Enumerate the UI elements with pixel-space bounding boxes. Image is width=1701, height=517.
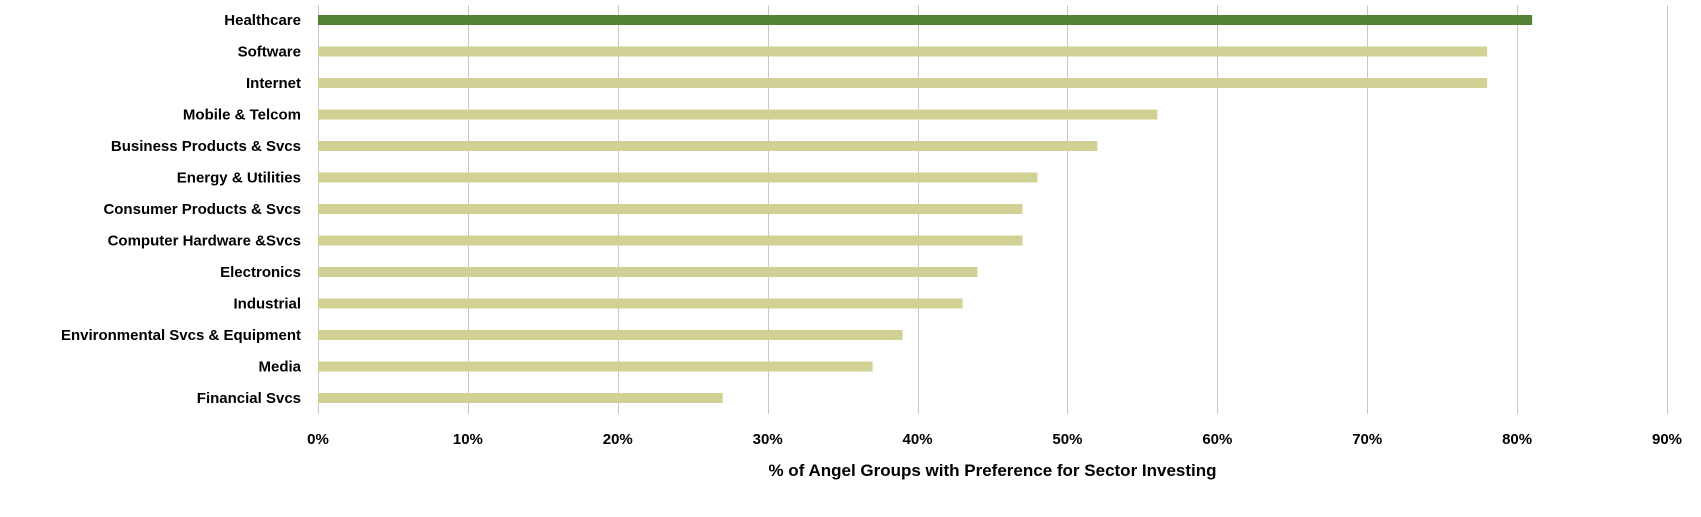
category-label: Healthcare bbox=[224, 12, 301, 29]
bar bbox=[318, 46, 1488, 57]
x-axis-title: % of Angel Groups with Preference for Se… bbox=[768, 461, 1216, 480]
bars bbox=[318, 15, 1533, 403]
bar bbox=[318, 204, 1023, 214]
x-tick-label: 10% bbox=[453, 431, 483, 448]
x-tick-label: 90% bbox=[1652, 431, 1682, 448]
x-tick-label: 70% bbox=[1352, 431, 1382, 448]
bar bbox=[318, 361, 873, 372]
category-label: Internet bbox=[246, 75, 301, 92]
x-tick-label: 40% bbox=[903, 431, 933, 448]
x-tick-label: 0% bbox=[307, 431, 329, 448]
category-label: Software bbox=[238, 44, 301, 61]
category-labels: Healthcare Software Internet Mobile & Telco… bbox=[61, 12, 302, 407]
category-label: Computer Hardware &Svcs bbox=[108, 233, 301, 250]
bar bbox=[318, 172, 1038, 183]
bar bbox=[318, 393, 723, 403]
bar bbox=[318, 141, 1098, 151]
category-label: Business Products & Svcs bbox=[111, 138, 301, 155]
category-label: Consumer Products & Svcs bbox=[103, 201, 301, 218]
category-label: Electronics bbox=[220, 264, 301, 281]
x-tick-label: 50% bbox=[1052, 431, 1082, 448]
category-label: Mobile & Telcom bbox=[183, 107, 301, 124]
category-label: Energy & Utilities bbox=[177, 170, 301, 187]
bar bbox=[318, 330, 903, 340]
bar bbox=[318, 78, 1488, 88]
x-tick-label: 20% bbox=[603, 431, 633, 448]
bar bbox=[318, 298, 963, 309]
category-label: Financial Svcs bbox=[197, 390, 301, 407]
bar bbox=[318, 267, 978, 277]
x-tick-label: 30% bbox=[753, 431, 783, 448]
x-tick-label: 60% bbox=[1202, 431, 1232, 448]
x-tick-label: 80% bbox=[1502, 431, 1532, 448]
category-label: Environmental Svcs & Equipment bbox=[61, 327, 301, 344]
x-tick-labels: 0% 10% 20% 30% 40% 50% 60% 70% 80% 90% bbox=[307, 431, 1682, 448]
bar bbox=[318, 109, 1158, 120]
category-label: Industrial bbox=[233, 296, 301, 313]
category-label: Media bbox=[258, 359, 301, 376]
bar bbox=[318, 15, 1533, 25]
bar bbox=[318, 235, 1023, 246]
